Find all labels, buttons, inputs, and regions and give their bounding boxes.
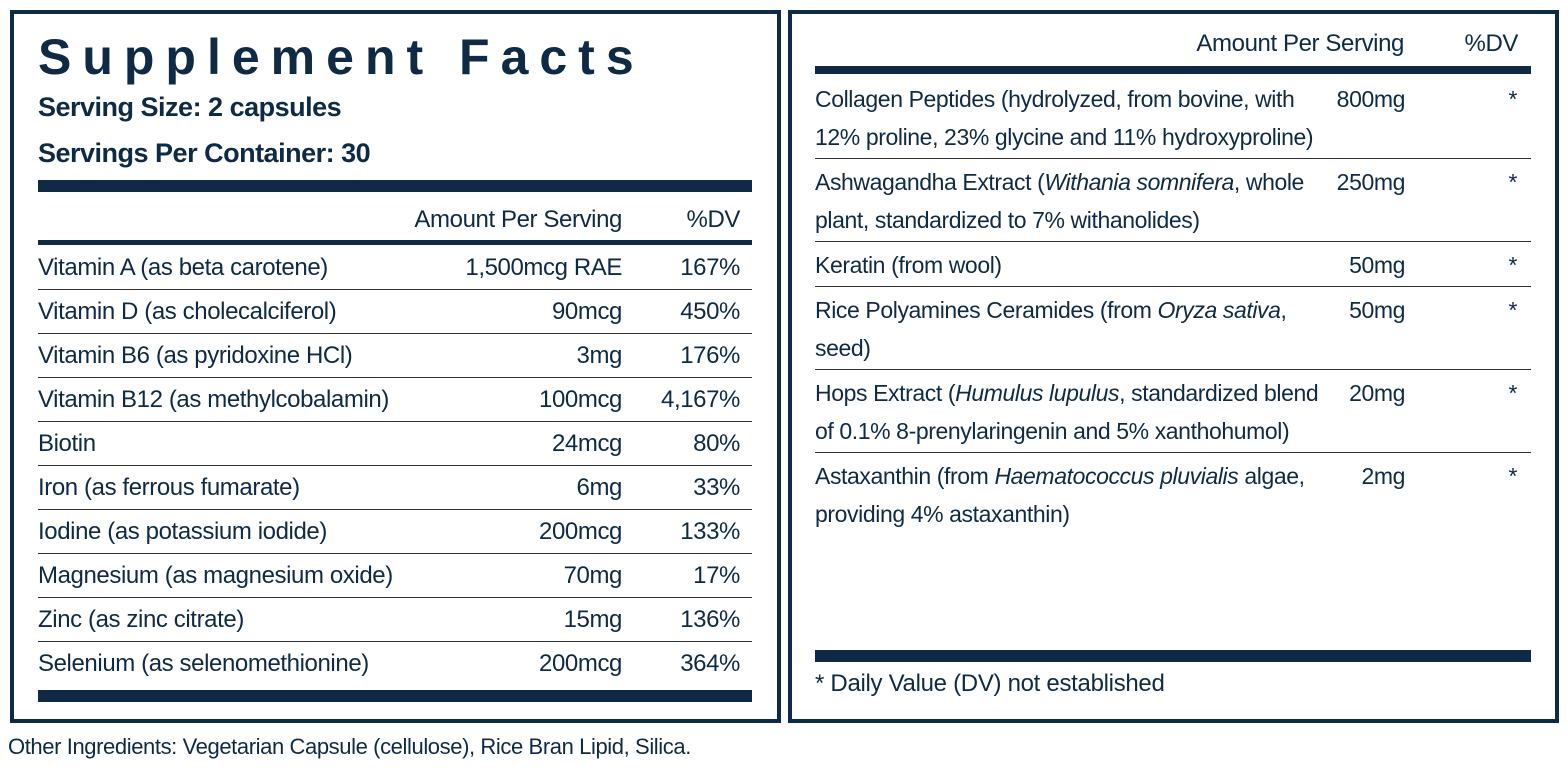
nutrient-dv: 176% bbox=[622, 333, 752, 378]
nutrient-amount: 200mcg bbox=[458, 509, 622, 554]
ingredient-name: Collagen Peptides (hydrolyzed, from bovi… bbox=[815, 76, 1325, 159]
ingredient-name: Astaxanthin (from Haematococcus pluviali… bbox=[815, 453, 1325, 536]
ingredient-dv: * bbox=[1405, 76, 1531, 159]
nutrient-name: Vitamin B12 (as methylcobalamin) bbox=[38, 377, 458, 422]
ingredient-amount: 20mg bbox=[1325, 369, 1405, 453]
ingredient-dv: * bbox=[1405, 158, 1531, 242]
name-text: , standardized blend of 0.1% 8-prenylari… bbox=[815, 380, 1319, 444]
nutrient-amount: 100mcg bbox=[458, 377, 622, 422]
nutrient-row: Vitamin D (as cholecalciferol) 90mcg 450% bbox=[38, 289, 752, 334]
medium-rule bbox=[38, 240, 752, 245]
nutrient-amount: 90mcg bbox=[458, 289, 622, 334]
nutrient-amount: 200mcg bbox=[539, 649, 622, 677]
nutrient-dv: 136% bbox=[622, 597, 752, 642]
nutrient-name: Zinc (as zinc citrate) bbox=[38, 597, 458, 642]
dv-header: %DV bbox=[686, 206, 741, 233]
nutrient-name: Selenium (as selenomethionine) bbox=[38, 649, 369, 677]
ingredient-amount: 2mg bbox=[1361, 463, 1405, 489]
ingredient-dv: * bbox=[1405, 286, 1531, 370]
nutrient-name: Iodine (as potassium iodide) bbox=[38, 509, 458, 554]
nutrient-row: Iodine (as potassium iodide) 200mcg 133% bbox=[38, 509, 752, 554]
nutrient-amount: 24mcg bbox=[458, 421, 622, 466]
name-text: Ashwagandha Extract ( bbox=[815, 169, 1045, 195]
nutrient-amount: 3mg bbox=[458, 333, 622, 378]
nutrient-row: Vitamin B6 (as pyridoxine HCl) 3mg 176% bbox=[38, 333, 752, 378]
ingredient-amount: 50mg bbox=[1325, 241, 1405, 287]
amount-header: Amount Per Serving bbox=[414, 206, 622, 233]
nutrient-dv: 4,167% bbox=[622, 377, 752, 422]
amount-header: Amount Per Serving bbox=[1196, 30, 1404, 57]
title: Supplement Facts bbox=[38, 29, 645, 85]
name-text: Rice Polyamines Ceramides (from bbox=[815, 297, 1158, 323]
nutrient-row: Magnesium (as magnesium oxide) 70mg 17% bbox=[38, 553, 752, 598]
nutrient-dv: 80% bbox=[622, 421, 752, 466]
ingredient-name: Rice Polyamines Ceramides (from Oryza sa… bbox=[815, 286, 1325, 370]
ingredient-name: Hops Extract (Humulus lupulus, standardi… bbox=[815, 369, 1325, 453]
nutrient-row: Biotin 24mcg 80% bbox=[38, 421, 752, 466]
nutrient-name: Magnesium (as magnesium oxide) bbox=[38, 553, 458, 598]
nutrient-name: Vitamin A (as beta carotene) bbox=[38, 246, 458, 290]
ingredient-amount: 800mg bbox=[1325, 76, 1405, 159]
name-text: Hops Extract ( bbox=[815, 380, 956, 406]
nutrient-table: Vitamin A (as beta carotene) 1,500mcg RAE… bbox=[38, 246, 752, 685]
ingredient-row: Hops Extract (Humulus lupulus, standardi… bbox=[815, 369, 1531, 453]
nutrient-row: Selenium (as selenomethionine) 200mcg 364% bbox=[38, 642, 752, 686]
ingredient-amount: 250mg bbox=[1325, 158, 1405, 242]
nutrient-amount: 1,500mcg RAE bbox=[458, 246, 622, 290]
nutrient-amount: 6mg bbox=[458, 465, 622, 510]
servings-per-container: Servings Per Container: 30 bbox=[38, 138, 371, 168]
ingredient-row: Astaxanthin (from Haematococcus pluviali… bbox=[815, 453, 1531, 536]
name-text: , whole plant, standardized to 7% withan… bbox=[815, 169, 1304, 233]
nutrient-name: Biotin bbox=[38, 421, 458, 466]
right-panel: Amount Per Serving %DV Collagen Peptides… bbox=[788, 10, 1559, 723]
ingredient-name: Keratin (from wool) bbox=[815, 241, 1325, 287]
name-text: , seed) bbox=[815, 297, 1287, 361]
nutrient-dv: 133% bbox=[622, 509, 752, 554]
thick-rule bbox=[38, 180, 752, 192]
latin-name: Humulus lupulus bbox=[955, 380, 1120, 406]
ingredient-amount: 50mg bbox=[1325, 286, 1405, 370]
left-panel: Supplement Facts Serving Size: 2 capsule… bbox=[10, 10, 781, 723]
nutrient-amount: 70mg bbox=[458, 553, 622, 598]
nutrient-name: Vitamin D (as cholecalciferol) bbox=[38, 289, 458, 334]
thick-rule bbox=[815, 66, 1531, 74]
name-text: Keratin (from wool) bbox=[815, 252, 1002, 278]
ingredient-row: Ashwagandha Extract (Withania somnifera,… bbox=[815, 158, 1531, 242]
thick-rule bbox=[38, 690, 752, 702]
latin-name: Withania somnifera bbox=[1044, 169, 1234, 195]
ingredient-dv: * bbox=[1508, 463, 1517, 489]
nutrient-row: Vitamin A (as beta carotene) 1,500mcg RAE… bbox=[38, 246, 752, 290]
thick-rule bbox=[815, 650, 1531, 662]
name-text: Astaxanthin (from bbox=[815, 463, 995, 489]
nutrient-dv: 450% bbox=[622, 289, 752, 334]
serving-size: Serving Size: 2 capsules bbox=[38, 92, 342, 122]
other-ingredients: Other Ingredients: Vegetarian Capsule (c… bbox=[8, 734, 691, 759]
nutrient-dv: 364% bbox=[680, 649, 740, 677]
nutrient-dv: 33% bbox=[622, 465, 752, 510]
ingredient-row: Collagen Peptides (hydrolyzed, from bovi… bbox=[815, 76, 1531, 159]
nutrient-row: Iron (as ferrous fumarate) 6mg 33% bbox=[38, 465, 752, 510]
nutrient-dv: 17% bbox=[622, 553, 752, 598]
name-text: algae, providing 4% astaxanthin) bbox=[815, 463, 1305, 527]
dv-header: %DV bbox=[1464, 30, 1519, 57]
nutrient-row: Vitamin B12 (as methylcobalamin) 100mcg 4,… bbox=[38, 377, 752, 422]
nutrient-dv: 167% bbox=[622, 246, 752, 290]
ingredient-row: Rice Polyamines Ceramides (from Oryza sa… bbox=[815, 286, 1531, 370]
ingredient-table: Collagen Peptides (hydrolyzed, from bovi… bbox=[815, 76, 1531, 535]
ingredient-name: Ashwagandha Extract (Withania somnifera,… bbox=[815, 158, 1325, 242]
name-text: Collagen Peptides (hydrolyzed, from bovi… bbox=[815, 86, 1314, 150]
ingredient-dv: * bbox=[1405, 369, 1531, 453]
footnote: * Daily Value (DV) not established bbox=[815, 670, 1165, 697]
latin-name: Oryza sativa bbox=[1157, 297, 1281, 323]
nutrient-name: Iron (as ferrous fumarate) bbox=[38, 465, 458, 510]
nutrient-amount: 15mg bbox=[458, 597, 622, 642]
nutrient-name: Vitamin B6 (as pyridoxine HCl) bbox=[38, 333, 458, 378]
ingredient-dv: * bbox=[1405, 241, 1531, 287]
ingredient-row: Keratin (from wool) 50mg * bbox=[815, 241, 1531, 287]
nutrient-row: Zinc (as zinc citrate) 15mg 136% bbox=[38, 597, 752, 642]
latin-name: Haematococcus pluvialis bbox=[994, 463, 1239, 489]
